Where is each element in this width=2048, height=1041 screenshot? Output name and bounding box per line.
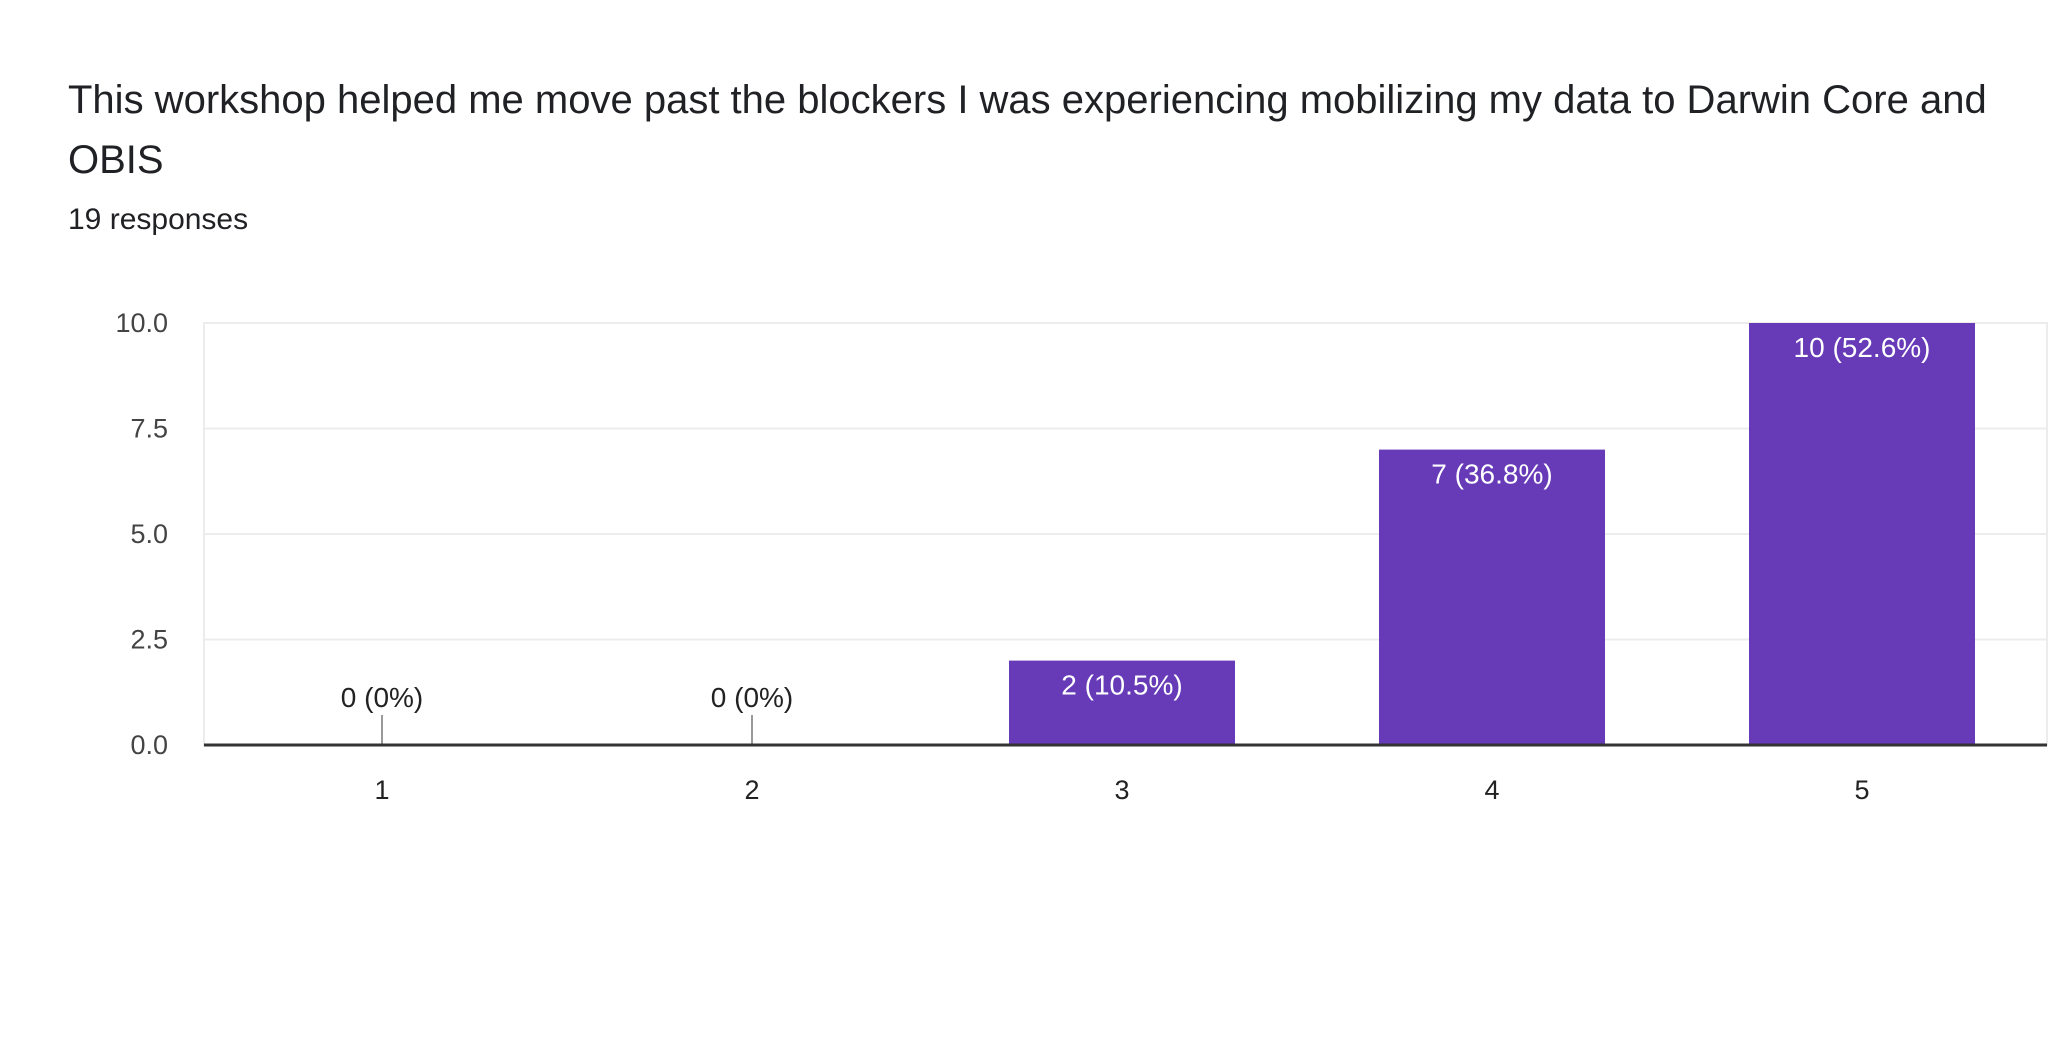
chart-title: This workshop helped me move past the bl…: [68, 78, 1987, 182]
x-tick-label: 3: [1114, 775, 1129, 805]
x-tick-label: 5: [1854, 775, 1869, 805]
data-label: 2 (10.5%): [1061, 670, 1182, 701]
data-label: 10 (52.6%): [1794, 332, 1931, 363]
bar-5: [1749, 323, 1975, 745]
bar-3: [1009, 660, 1235, 745]
data-label: 0 (0%): [341, 682, 423, 713]
x-tick-label: 2: [744, 775, 759, 805]
y-tick-label: 10.0: [115, 308, 168, 338]
y-tick-label: 2.5: [130, 625, 168, 655]
data-label: 7 (36.8%): [1431, 459, 1552, 490]
x-tick-label: 4: [1484, 775, 1499, 805]
x-tick-label: 1: [374, 775, 389, 805]
y-tick-label: 7.5: [130, 414, 168, 444]
response-count: 19 responses: [68, 203, 249, 236]
bar-4: [1379, 449, 1605, 745]
data-label: 0 (0%): [711, 682, 793, 713]
y-tick-label: 5.0: [130, 519, 168, 549]
y-tick-label: 0.0: [130, 730, 168, 760]
